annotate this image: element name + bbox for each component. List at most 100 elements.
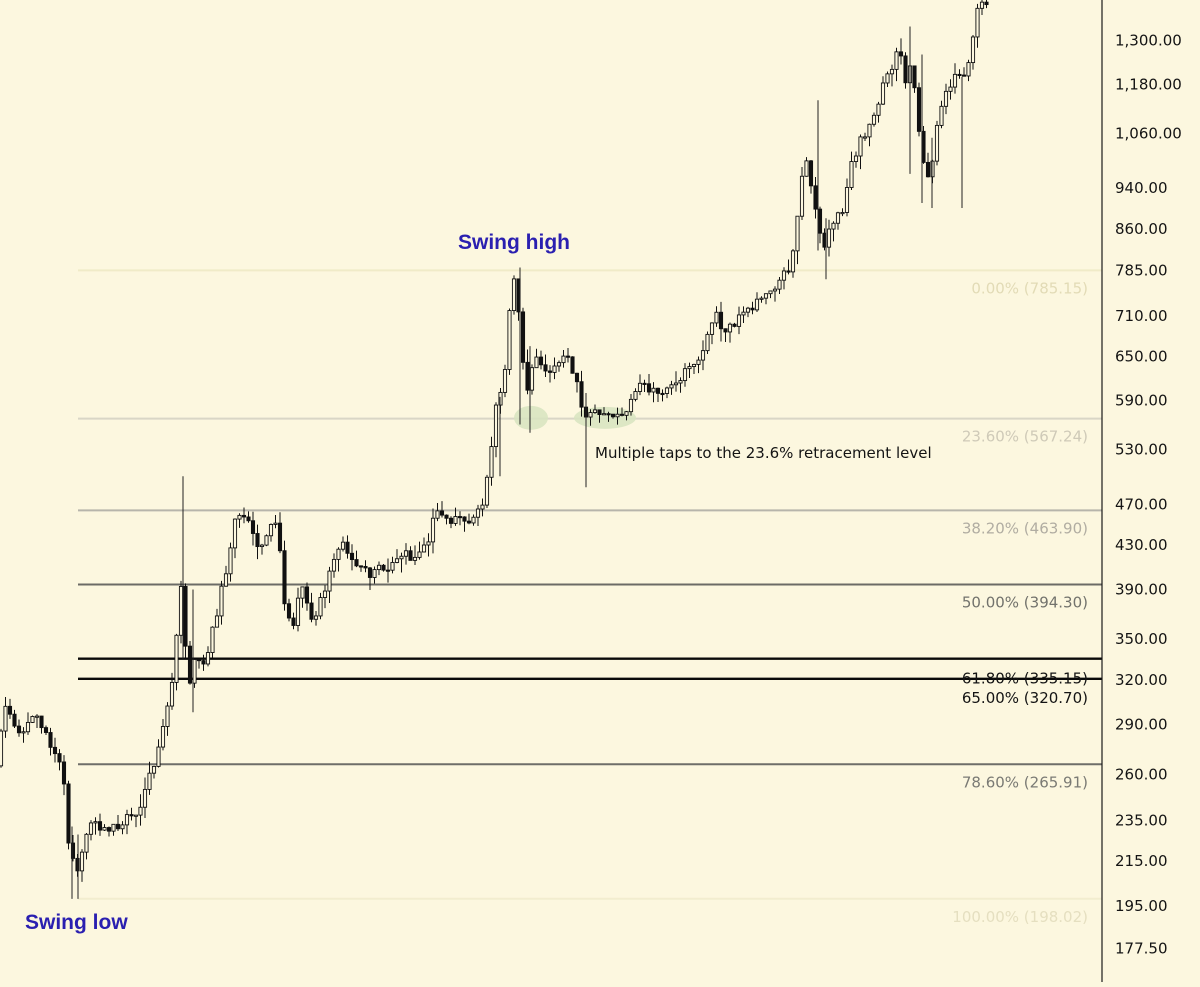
price-tick-label: 860.00 (1115, 220, 1168, 238)
candle (205, 646, 211, 667)
fib-label-6: 78.60% (265.91) (962, 773, 1088, 791)
candle (831, 221, 836, 242)
candle (52, 737, 58, 763)
price-tick-label: 177.50 (1115, 940, 1168, 958)
candle (282, 540, 287, 611)
candle (736, 306, 742, 335)
candle (304, 582, 310, 611)
candle (48, 727, 53, 756)
candle (412, 545, 418, 565)
candle (457, 511, 463, 526)
fib-label-1: 23.60% (567.24) (962, 428, 1088, 446)
candle (943, 83, 949, 115)
candle (300, 586, 305, 608)
candle (129, 807, 134, 821)
candle (700, 340, 706, 371)
candle (367, 567, 373, 590)
candle (61, 755, 67, 796)
price-axis[interactable]: 1,300.00 1,180.00 1,060.00 940.00 860.00 785.… (1115, 31, 1182, 957)
candle (795, 215, 800, 265)
candle (25, 712, 31, 735)
candle (673, 371, 679, 392)
candle (642, 379, 647, 392)
candle (691, 363, 697, 375)
candle (21, 727, 26, 743)
candle (187, 641, 193, 685)
candle (619, 407, 625, 417)
candle (111, 823, 116, 836)
candle (655, 387, 661, 402)
candle (570, 356, 575, 374)
candle (318, 592, 323, 620)
candle (354, 550, 359, 568)
price-tick-label: 710.00 (1115, 307, 1168, 325)
candle (255, 524, 260, 560)
candle (237, 513, 242, 528)
retracement-note: Multiple taps to the 23.6% retracement l… (595, 444, 932, 462)
price-tick-label: 235.00 (1115, 812, 1168, 830)
candle (259, 543, 265, 555)
candle (421, 537, 427, 553)
candle (687, 362, 692, 379)
candle (979, 0, 985, 15)
candle (336, 547, 341, 572)
candle (16, 719, 22, 737)
candle (975, 3, 980, 48)
candle (610, 413, 616, 419)
candle (817, 206, 823, 244)
price-tick-label: 785.00 (1115, 261, 1168, 279)
candle (894, 47, 899, 82)
candle (669, 380, 674, 395)
candle (732, 322, 737, 328)
fib-label-0: 0.00% (785.15) (971, 279, 1088, 297)
candle (709, 322, 715, 345)
candle (520, 307, 526, 370)
fib-label-3: 50.00% (394.30) (962, 594, 1088, 612)
candle (547, 365, 553, 383)
candle (543, 354, 548, 377)
candle (462, 516, 467, 532)
fib-label-4: 61.80% (335.15) (962, 670, 1088, 688)
candle (484, 474, 490, 508)
candle (70, 834, 76, 862)
candle (385, 558, 391, 583)
candle (147, 761, 152, 795)
candle (34, 714, 40, 729)
candle (376, 561, 382, 576)
candle (826, 219, 832, 257)
candle (768, 290, 773, 299)
candle (606, 411, 611, 422)
candle (534, 348, 539, 369)
candle (592, 404, 598, 414)
candle (489, 436, 494, 486)
candle (115, 814, 121, 831)
candle (3, 696, 8, 738)
candle (210, 626, 215, 658)
candle (363, 560, 368, 573)
candle (984, 0, 989, 9)
candle (295, 587, 301, 632)
candle (246, 511, 251, 523)
candle (561, 349, 566, 368)
candle (444, 514, 449, 525)
candle (291, 612, 296, 630)
candle (525, 349, 530, 395)
candle (399, 552, 404, 573)
candle (232, 518, 238, 559)
candle (628, 393, 634, 416)
candle (124, 809, 130, 835)
candle (327, 566, 332, 604)
candle (0, 728, 4, 768)
price-tick-label: 1,180.00 (1115, 75, 1182, 93)
candle (615, 407, 620, 425)
candle (781, 267, 787, 290)
candle (718, 301, 724, 342)
candle (475, 504, 481, 527)
candle (934, 120, 940, 166)
candle (223, 565, 229, 587)
candle (835, 211, 841, 230)
candle (435, 503, 440, 522)
candle (426, 533, 431, 557)
candle (102, 824, 107, 831)
